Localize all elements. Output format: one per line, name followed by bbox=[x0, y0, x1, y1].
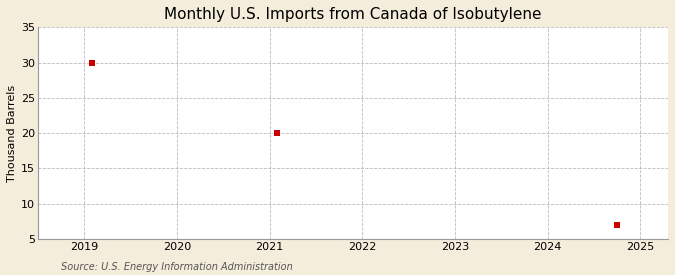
Point bbox=[271, 131, 282, 135]
Title: Monthly U.S. Imports from Canada of Isobutylene: Monthly U.S. Imports from Canada of Isob… bbox=[164, 7, 542, 22]
Point bbox=[612, 222, 622, 227]
Y-axis label: Thousand Barrels: Thousand Barrels bbox=[7, 84, 17, 182]
Point bbox=[86, 60, 97, 65]
Text: Source: U.S. Energy Information Administration: Source: U.S. Energy Information Administ… bbox=[61, 262, 292, 272]
